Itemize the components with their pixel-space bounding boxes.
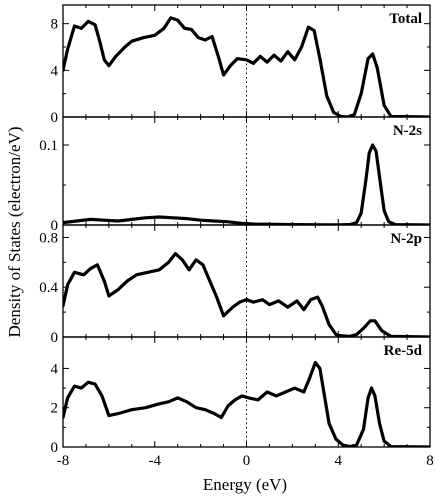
dos-panel-n-2p: 0 0.4 0.8 N-2p	[39, 224, 431, 346]
y-tick-label: 4	[51, 63, 59, 79]
y-tick-label: 0	[51, 218, 59, 234]
panel-label: Total	[389, 11, 422, 27]
y-tick-label: 8	[51, 17, 59, 33]
y-tick-label: 4	[51, 361, 59, 377]
y-tick-label: 0	[51, 110, 59, 126]
panel-label: N-2p	[390, 231, 422, 247]
dos-panel-total: 0 4 8 Total	[51, 4, 431, 126]
panel-label: N-2s	[393, 123, 422, 139]
x-axis-title: Energy (eV)	[203, 475, 287, 494]
dos-curve-re-5d	[63, 360, 430, 447]
y-tick-label: 0.4	[39, 280, 58, 296]
x-tick-label: -4	[149, 453, 162, 469]
y-axis-title: Density of States (electron/eV)	[5, 126, 24, 337]
y-tick-label: 2	[51, 401, 59, 417]
dos-curve-n-2p	[63, 252, 430, 337]
x-tick-label: 4	[335, 453, 343, 469]
y-tick-label: 0	[51, 440, 59, 456]
x-tick-label: -8	[57, 453, 70, 469]
x-tick-label: 0	[243, 453, 251, 469]
panel-label: Re-5d	[384, 343, 423, 359]
dos-panel-re-5d: 0 2 4 Re-5d	[51, 336, 431, 456]
y-tick-label: 0.1	[39, 138, 58, 154]
dos-panel-n-2s: 0 0.1 N-2s	[39, 116, 431, 234]
y-tick-label: 0.8	[39, 230, 58, 246]
x-tick-label: 8	[426, 453, 434, 469]
y-tick-label: 0	[51, 330, 59, 346]
